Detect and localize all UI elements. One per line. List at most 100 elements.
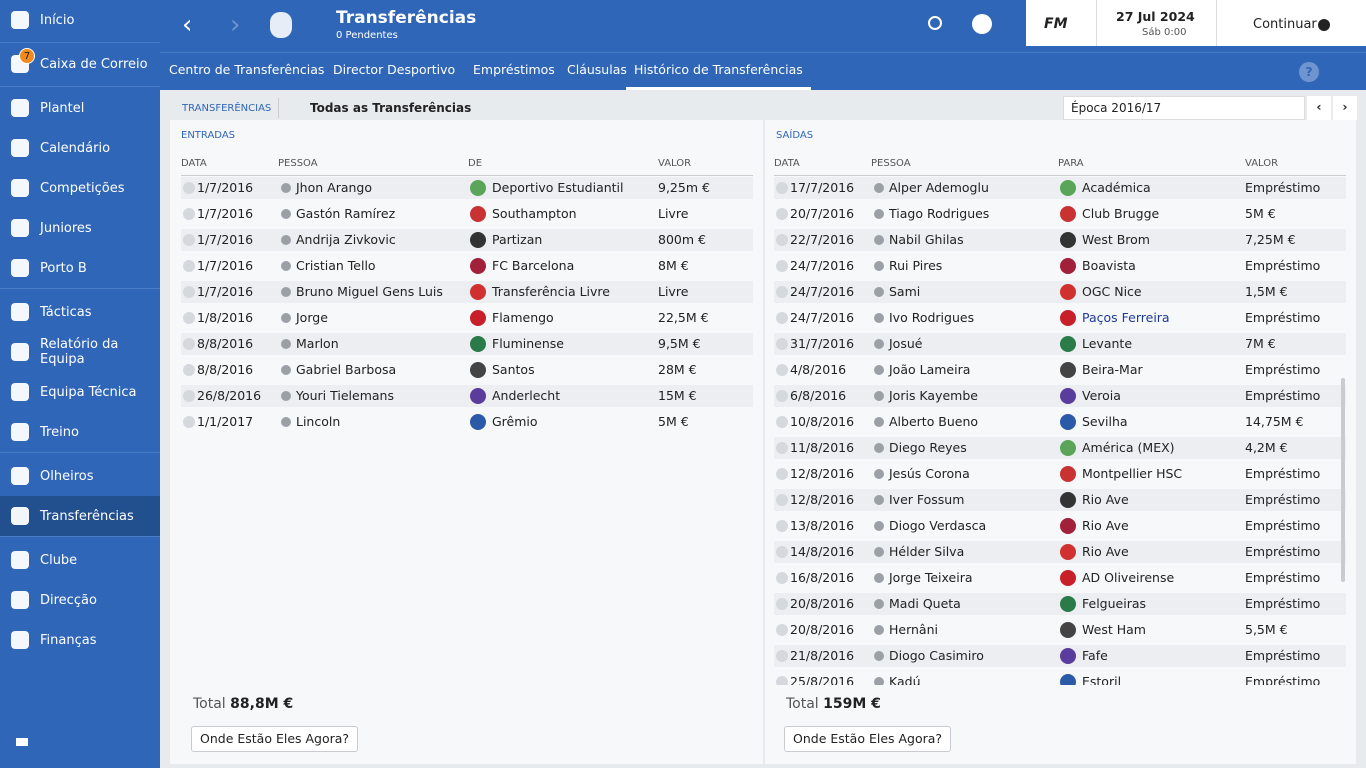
status-check: [183, 390, 195, 402]
table-row[interactable]: 26/8/2016 Youri Tielemans Anderlecht 15M €: [181, 385, 753, 407]
sidebar-label: Equipa Técnica: [40, 384, 137, 400]
table-row[interactable]: 24/7/2016 Ivo Rodrigues Paços Ferreira Empr…: [774, 307, 1346, 329]
sidebar-item[interactable]: Olheiros: [0, 456, 160, 496]
table-row[interactable]: 1/1/2017 Lincoln Grêmio 5M €: [181, 411, 753, 433]
table-row[interactable]: 1/7/2016 Jhon Arango Deportivo Estudiantil…: [181, 177, 753, 199]
fm-logo[interactable]: FM: [1044, 16, 1068, 32]
sidebar-item[interactable]: Calendário: [0, 128, 160, 168]
table-row[interactable]: 1/7/2016 Bruno Miguel Gens Luis Transferên…: [181, 281, 753, 303]
table-row[interactable]: 31/7/2016 Josué Levante 7M €: [774, 333, 1346, 355]
date: 1/7/2016: [197, 232, 254, 247]
table-row[interactable]: 11/8/2016 Diego Reyes América (MEX) 4,2M €: [774, 437, 1346, 459]
tab[interactable]: Empréstimos: [473, 62, 555, 77]
player: Gastón Ramírez: [296, 206, 396, 221]
club-crest[interactable]: [270, 12, 292, 38]
tab-bar: ? Centro de Transferências Director Despo…: [160, 52, 1366, 90]
info-icon: [281, 287, 291, 297]
table-row[interactable]: 20/8/2016 Hernâni West Ham 5,5M €: [774, 619, 1346, 641]
club-crest: [1060, 648, 1076, 664]
club-crest: [1060, 232, 1076, 248]
club-crest: [470, 206, 486, 222]
status-check: [183, 364, 195, 376]
table-row[interactable]: 1/8/2016 Jorge Flamengo 22,5M €: [181, 307, 753, 329]
sidebar-item[interactable]: Juniores: [0, 208, 160, 248]
info-icon: [874, 235, 884, 245]
club: Fluminense: [492, 336, 564, 351]
where-now-button[interactable]: Onde Estão Eles Agora?: [191, 726, 359, 752]
table-row[interactable]: 4/8/2016 João Lameira Beira-Mar Empréstimo: [774, 359, 1346, 381]
info-icon: [281, 183, 291, 193]
status-check: [776, 208, 788, 220]
separator: [0, 86, 160, 87]
back-arrow[interactable]: ‹: [182, 10, 193, 40]
sidebar-item[interactable]: Tácticas: [0, 292, 160, 332]
table-row[interactable]: 8/8/2016 Marlon Fluminense 9,5M €: [181, 333, 753, 355]
help-icon[interactable]: ?: [1299, 62, 1319, 82]
sidebar-item[interactable]: Competições: [0, 168, 160, 208]
table-row[interactable]: 25/8/2016 Kadú Estoril Empréstimo: [774, 671, 1346, 685]
total-label: Total: [786, 696, 819, 712]
table-row[interactable]: 13/8/2016 Diogo Verdasca Rio Ave Empréstimo: [774, 515, 1346, 537]
player: Diego Reyes: [889, 440, 967, 455]
globe-icon[interactable]: [972, 14, 992, 34]
sidebar-item[interactable]: Porto B: [0, 248, 160, 288]
prev-season[interactable]: ‹: [1307, 96, 1331, 120]
info-icon: [281, 417, 291, 427]
table-row[interactable]: 17/7/2016 Alper Ademoglu Académica Emprésti…: [774, 177, 1346, 199]
value: Empréstimo: [1245, 492, 1321, 507]
club: Anderlecht: [492, 388, 561, 403]
table-row[interactable]: 20/8/2016 Madi Queta Felgueiras Empréstimo: [774, 593, 1346, 615]
sidebar-item[interactable]: Equipa Técnica: [0, 372, 160, 412]
table-row[interactable]: 24/7/2016 Sami OGC Nice 1,5M €: [774, 281, 1346, 303]
table-row[interactable]: 1/7/2016 Cristian Tello FC Barcelona 8M €: [181, 255, 753, 277]
search-icon[interactable]: [928, 16, 942, 30]
club: OGC Nice: [1082, 284, 1142, 299]
table-row[interactable]: 12/8/2016 Iver Fossum Rio Ave Empréstimo: [774, 489, 1346, 511]
sidebar-item[interactable]: Relatório da Equipa: [0, 332, 160, 372]
tab[interactable]: Histórico de Transferências: [626, 53, 811, 90]
season-dropdown[interactable]: Época 2016/17: [1063, 96, 1305, 120]
sidebar-item[interactable]: Finanças: [0, 620, 160, 660]
filter-dropdown[interactable]: Todas as Transferências: [310, 101, 472, 115]
table-row[interactable]: 12/8/2016 Jesús Corona Montpellier HSC Empr…: [774, 463, 1346, 485]
player: Jorge: [296, 310, 328, 325]
sidebar-icon: [11, 551, 29, 569]
tab[interactable]: Centro de Transferências: [169, 62, 325, 77]
tab[interactable]: Director Desportivo: [333, 62, 456, 77]
game-date[interactable]: 27 Jul 2024: [1116, 9, 1195, 24]
continue-button[interactable]: Continuar: [1253, 17, 1317, 32]
header: ‹ › Transferências 0 Pendentes FM 27 Jul…: [160, 0, 1366, 52]
table-row[interactable]: 10/8/2016 Alberto Bueno Sevilha 14,75M €: [774, 411, 1346, 433]
table-row[interactable]: 20/7/2016 Tiago Rodrigues Club Brugge 5M €: [774, 203, 1346, 225]
date: 17/7/2016: [790, 180, 855, 195]
sidebar-item[interactable]: Plantel: [0, 88, 160, 128]
table-row[interactable]: 1/7/2016 Andrija Zivkovic Partizan 800m €: [181, 229, 753, 251]
info-icon: [874, 365, 884, 375]
season-label: Época 2016/17: [1071, 101, 1162, 115]
club-crest: [470, 336, 486, 352]
value: Empréstimo: [1245, 180, 1321, 195]
tab[interactable]: Cláusulas: [567, 62, 627, 77]
table-row[interactable]: 8/8/2016 Gabriel Barbosa Santos 28M €: [181, 359, 753, 381]
sidebar-item[interactable]: Transferências: [0, 496, 160, 536]
player: Rui Pires: [889, 258, 943, 273]
date: 22/7/2016: [790, 232, 855, 247]
sidebar-item[interactable]: Treino: [0, 412, 160, 452]
table-row[interactable]: 16/8/2016 Jorge Teixeira AD Oliveirense Emp…: [774, 567, 1346, 589]
sidebar-item[interactable]: Direcção: [0, 580, 160, 620]
sidebar-icon: [11, 139, 29, 157]
table-row[interactable]: 22/7/2016 Nabil Ghilas West Brom 7,25M €: [774, 229, 1346, 251]
sidebar-item[interactable]: Caixa de Correio 7: [0, 44, 160, 84]
table-row[interactable]: 14/8/2016 Hélder Silva Rio Ave Empréstimo: [774, 541, 1346, 563]
table-row[interactable]: 6/8/2016 Joris Kayembe Veroia Empréstimo: [774, 385, 1346, 407]
where-now-button[interactable]: Onde Estão Eles Agora?: [784, 726, 952, 752]
table-row[interactable]: 21/8/2016 Diogo Casimiro Fafe Empréstimo: [774, 645, 1346, 667]
next-season[interactable]: ›: [1333, 96, 1357, 120]
club: Montpellier HSC: [1082, 466, 1183, 481]
table-row[interactable]: 24/7/2016 Rui Pires Boavista Empréstimo: [774, 255, 1346, 277]
sidebar-label: Transferências: [40, 508, 134, 524]
table-row[interactable]: 1/7/2016 Gastón Ramírez Southampton Livre: [181, 203, 753, 225]
sidebar-item[interactable]: Início: [0, 0, 160, 40]
sidebar-item[interactable]: Clube: [0, 540, 160, 580]
status-check: [776, 546, 788, 558]
